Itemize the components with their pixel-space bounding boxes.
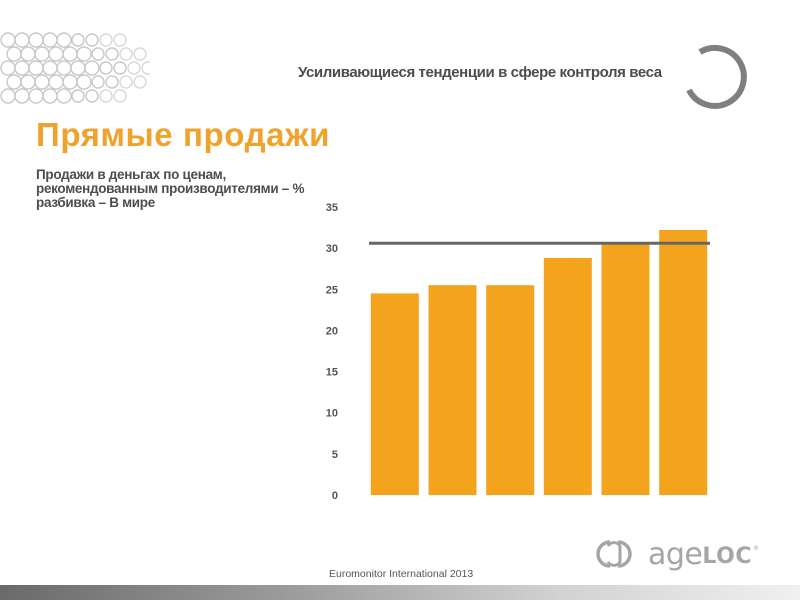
y-axis-ticks: 0 5 10 15 20 25 30 35 [326, 202, 338, 502]
decorative-circle [141, 61, 150, 75]
bar-6 [659, 230, 708, 495]
decorative-circle [119, 47, 133, 61]
decorative-circle [113, 33, 127, 47]
decorative-circle [85, 33, 99, 47]
ageloc-wordmark: age LOC ® [648, 536, 759, 572]
decorative-circle [105, 75, 119, 89]
y-tick-label: 25 [326, 284, 338, 296]
bar-1 [370, 293, 419, 495]
y-tick-label: 20 [326, 325, 338, 337]
decorative-circle [133, 47, 147, 61]
decorative-circle [113, 89, 127, 103]
bar-4 [543, 258, 592, 495]
footer-bar [0, 585, 800, 600]
decorative-circle [119, 75, 133, 89]
ring-logo-icon [686, 44, 747, 109]
decorative-circle [99, 89, 113, 103]
y-tick-label: 15 [326, 367, 338, 379]
bar-2 [428, 285, 477, 495]
y-tick-label: 0 [332, 490, 338, 502]
decorative-circle [76, 46, 92, 62]
logo-text-loc: LOC [702, 543, 752, 569]
y-tick-label: 30 [326, 243, 338, 255]
source-note: Euromonitor International 2013 [329, 568, 474, 580]
bars [370, 230, 708, 495]
decorative-circle [85, 89, 99, 103]
bar-3 [486, 285, 535, 495]
decorative-circle [127, 61, 141, 75]
decorative-circle [71, 33, 85, 47]
decorative-circle [99, 33, 113, 47]
y-tick-label: 10 [326, 408, 338, 420]
decorative-circle [56, 88, 72, 104]
page-title: Прямые продажи [36, 116, 331, 153]
decorative-circle [84, 60, 100, 76]
logo-text-age: age [648, 536, 703, 572]
chart-subtitle: Продажи в деньгах по ценам, рекомендован… [36, 167, 305, 210]
ageloc-symbol-icon [596, 540, 632, 568]
ageloc-logo: age LOC ® [590, 536, 759, 572]
decorative-circle [133, 75, 147, 89]
logo-registered-mark: ® [752, 544, 759, 552]
decorative-circle [56, 32, 72, 48]
decorative-circle [71, 89, 85, 103]
y-tick-label: 35 [326, 202, 338, 214]
decorative-circle [99, 61, 113, 75]
decorative-circles-pattern [0, 32, 150, 104]
decorative-circle [113, 61, 127, 75]
decorative-circle [91, 47, 105, 61]
decorative-circle [76, 74, 92, 90]
header-subtitle: Усиливающиеся тенденции в сфере контроля… [298, 64, 662, 81]
bar-5 [601, 244, 650, 495]
decorative-circle [105, 47, 119, 61]
y-tick-label: 5 [332, 449, 338, 461]
decorative-circle [91, 75, 105, 89]
